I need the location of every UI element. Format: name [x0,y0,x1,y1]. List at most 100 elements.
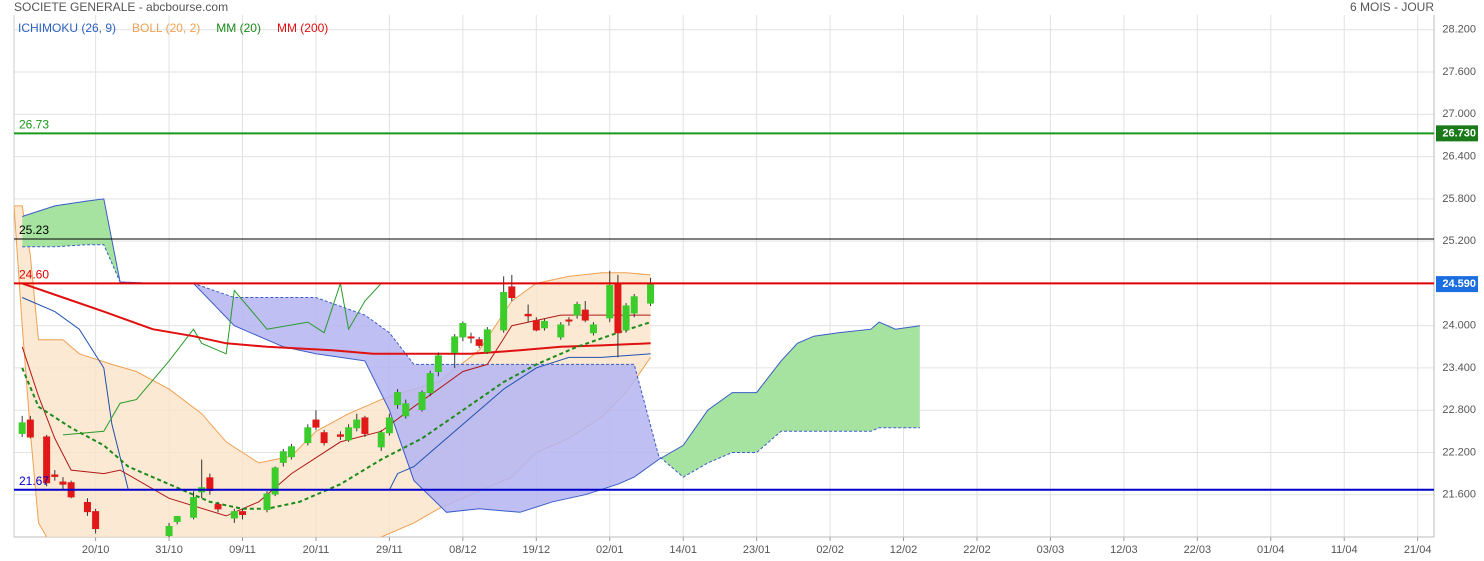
x-tick-label: 09/11 [229,544,256,556]
candle-body [279,451,287,463]
x-tick-label: 19/12 [523,544,551,556]
candle-body [385,417,393,434]
candle-body [18,422,26,434]
candle-body [565,319,573,322]
y-tick-label: 22.800 [1442,404,1476,416]
candle-body [336,434,344,437]
candle-body [353,419,361,429]
level-tag [1436,125,1478,142]
candle-body [426,373,434,394]
x-tick-label: 23/01 [743,544,771,556]
chikou-line [62,283,382,436]
candle-body [573,304,581,316]
legend-entry: MM (20) [216,21,261,35]
level-tag-label: 26.730 [1442,127,1476,139]
x-tick-label: 03/03 [1037,544,1065,556]
legend-entry: ICHIMOKU (26, 9) [18,21,116,35]
candle-body [540,320,548,329]
y-tick-label: 27.000 [1442,108,1476,120]
candle-body [459,323,467,338]
y-tick-label: 26.400 [1442,151,1476,163]
cloud-up [22,198,920,478]
candle-body [59,481,67,485]
x-tick-label: 29/11 [376,544,403,556]
candle-body [345,427,353,441]
x-tick-label: 14/01 [669,544,697,556]
candle-body [532,320,540,331]
candle-body [51,474,59,477]
candle-body [557,324,565,338]
candle-body [271,467,279,495]
y-tick-label: 28.200 [1442,24,1476,36]
x-tick-label: 22/03 [1184,544,1212,556]
candle-body [83,501,91,513]
y-tick-label: 27.600 [1442,66,1476,78]
candle-body [263,493,271,511]
candle-body [165,525,173,537]
level-label: 21.67 [19,474,49,488]
chart-period: 6 MOIS - JOUR [1350,0,1434,14]
candle-body [451,336,459,353]
level-label: 26.73 [19,118,49,132]
y-tick-label: 24.000 [1442,320,1476,332]
x-tick-label: 12/02 [890,544,918,556]
x-tick-label: 02/01 [596,544,624,556]
candle-body [418,392,426,410]
candle-body [43,436,51,484]
candle-body [214,504,222,510]
tenkan-line [21,314,651,517]
level-tag-label: 24.590 [1442,278,1476,290]
candle-body [524,313,532,317]
x-tick-label: 11/04 [1331,544,1358,556]
candle-body [173,516,181,523]
candle-body [394,392,402,406]
level-label: 25.23 [19,223,49,237]
candle-body [320,432,328,444]
mm20-line [21,321,651,510]
candle-body [402,403,410,417]
x-tick-label: 20/11 [303,544,330,556]
candle-body [589,324,597,334]
x-tick-label: 21/04 [1404,544,1432,556]
candle-body [475,339,483,346]
mm200-line [21,282,651,355]
y-tick-label: 22.200 [1442,446,1476,458]
candle-body [92,511,100,530]
plot-area [14,198,920,537]
x-tick-label: 01/04 [1257,544,1285,556]
candle-body [630,296,638,314]
candle-body [467,336,475,339]
candle-body [434,355,442,372]
candle-body [377,432,385,448]
candle-body [312,419,320,428]
x-tick-label: 20/10 [82,544,110,556]
span-b [22,244,920,478]
candle-body [500,292,508,331]
x-tick-label: 12/03 [1110,544,1138,556]
x-tick-label: 02/02 [816,544,844,556]
candle-body [239,511,247,515]
level-tag [1436,276,1478,293]
candle-body [206,477,214,492]
candle-body [26,419,34,438]
candle-body [190,497,198,518]
level-label: 24.60 [19,268,49,282]
y-tick-label: 25.200 [1442,235,1476,247]
candle-body [647,284,655,304]
candle-body [508,286,516,298]
x-tick-label: 08/12 [449,544,477,556]
legend-entry: BOLL (20, 2) [132,21,200,35]
y-tick-label: 21.600 [1442,489,1476,501]
candle-body [361,417,369,434]
x-tick-label: 22/02 [963,544,991,556]
candle-body [287,446,295,458]
y-tick-label: 25.800 [1442,193,1476,205]
candle-body [581,309,589,321]
x-tick-label: 31/10 [155,544,183,556]
candle-body [304,427,312,444]
chart-title: SOCIETE GENERALE - abcbourse.com [14,0,228,14]
legend-entry: MM (200) [277,21,328,35]
candle-body [622,305,630,331]
cloud-up-group [22,198,920,478]
